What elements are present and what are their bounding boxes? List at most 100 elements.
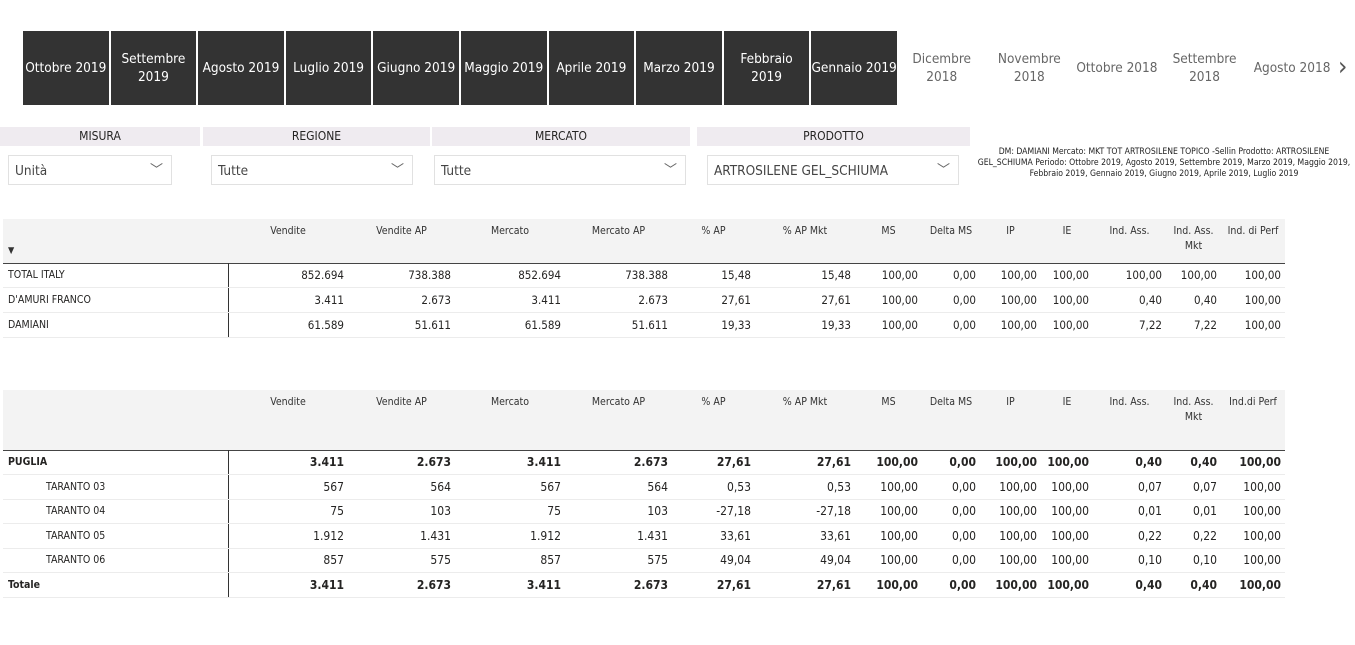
cell-value: 2.673 — [565, 572, 672, 598]
next-arrow-icon[interactable]: › — [1338, 52, 1348, 82]
cell-value: 103 — [348, 499, 455, 524]
cell-value: 27,61 — [755, 287, 855, 313]
column-header[interactable]: IP — [980, 219, 1041, 263]
column-header[interactable]: Ind. di Perf — [1221, 219, 1285, 263]
cell-value: 100,00 — [1041, 263, 1093, 289]
column-header[interactable]: Ind. Ass. — [1093, 219, 1166, 263]
cell-value: 100,00 — [980, 523, 1041, 549]
sort-icon[interactable]: ▼ — [8, 245, 15, 256]
period-button[interactable]: Aprile 2019 — [548, 31, 637, 105]
dropdown-value: Tutte — [441, 163, 472, 179]
cell-value: 19,33 — [672, 312, 755, 338]
column-header[interactable]: IP — [980, 390, 1041, 450]
period-button[interactable]: Dicembre 2018 — [899, 31, 987, 105]
cell-value: 2.673 — [348, 572, 455, 598]
period-button[interactable]: Febbraio 2019 — [723, 31, 812, 105]
table-row: TARANTO 06 857 575 857 575 49,04 49,04 100,00 0,… — [3, 548, 1285, 573]
cell-value: 7,22 — [1166, 312, 1221, 338]
cell-value: 100,00 — [1166, 263, 1221, 289]
cell-value: 100,00 — [1221, 499, 1285, 524]
cell-value: 0,00 — [922, 450, 980, 475]
cell-value: 100,00 — [1221, 474, 1285, 500]
column-header[interactable]: % AP Mkt — [755, 219, 855, 263]
column-header[interactable]: Vendite — [228, 390, 348, 450]
cell-value: 15,48 — [755, 263, 855, 289]
cell-value: 51.611 — [348, 312, 455, 338]
row-label: PUGLIA — [3, 450, 229, 475]
cell-value: 27,61 — [755, 450, 855, 475]
period-button[interactable]: Gennaio 2019 — [811, 31, 899, 105]
period-button[interactable]: Ottobre 2019 — [23, 31, 111, 105]
cell-value: 0,40 — [1093, 287, 1166, 313]
column-header[interactable]: MS — [855, 390, 922, 450]
period-button[interactable]: Marzo 2019 — [636, 31, 724, 105]
filter-dropdown-misura[interactable]: Unità ﹀ — [8, 155, 172, 185]
column-header[interactable]: Mercato AP — [565, 390, 672, 450]
period-button[interactable]: Agosto 2018 — [1249, 31, 1337, 105]
row-label: TOTAL ITALY — [3, 263, 229, 289]
column-header[interactable]: % AP Mkt — [755, 390, 855, 450]
column-header[interactable]: IE — [1041, 390, 1093, 450]
cell-value: 100,00 — [980, 263, 1041, 289]
cell-value: 3.411 — [455, 572, 565, 598]
cell-value: 3.411 — [228, 572, 348, 598]
column-header[interactable]: Delta MS — [922, 390, 980, 450]
cell-value: -27,18 — [672, 499, 755, 524]
cell-value: 100,00 — [855, 523, 922, 549]
column-header[interactable]: % AP — [672, 219, 755, 263]
period-button[interactable]: Luglio 2019 — [285, 31, 374, 105]
cell-value: 100,00 — [855, 499, 922, 524]
column-header[interactable]: IE — [1041, 219, 1093, 263]
column-header[interactable]: Mercato — [455, 390, 565, 450]
period-button[interactable]: Ottobre 2018 — [1074, 31, 1162, 105]
period-button[interactable]: Maggio 2019 — [460, 31, 549, 105]
summary-table: ▼ Vendite Vendite AP Mercato Mercato AP% AP%… — [3, 219, 1285, 338]
column-header[interactable]: Ind.di Perf — [1221, 390, 1285, 450]
column-header[interactable]: MS — [855, 219, 922, 263]
filter-dropdown-regione[interactable]: Tutte ﹀ — [211, 155, 413, 185]
cell-value: 100,00 — [980, 312, 1041, 338]
filter-label-misura: MISURA — [0, 127, 200, 146]
column-header[interactable]: Mercato — [455, 219, 565, 263]
header-row: Vendite Vendite AP Mercato Mercato AP% AP% … — [3, 390, 1285, 450]
cell-value: 100,00 — [855, 450, 922, 475]
cell-value: 100,00 — [1041, 499, 1093, 524]
cell-value: 852.694 — [228, 263, 348, 289]
column-header[interactable]: Vendite AP — [348, 390, 455, 450]
cell-value: 100,00 — [855, 312, 922, 338]
cell-value: 100,00 — [855, 548, 922, 573]
cell-value: 567 — [455, 474, 565, 500]
cell-value: 100,00 — [1041, 450, 1093, 475]
column-header[interactable]: Vendite — [228, 219, 348, 263]
period-button[interactable]: Novembre 2018 — [987, 31, 1075, 105]
cell-value: 3.411 — [228, 287, 348, 313]
cell-value: 100,00 — [1041, 287, 1093, 313]
column-header[interactable]: Ind. Ass. — [1093, 390, 1166, 450]
filter-dropdown-prodotto[interactable]: ARTROSILENE GEL_SCHIUMA ﹀ — [707, 155, 959, 185]
period-button[interactable]: Settembre 2018 — [1162, 31, 1250, 105]
cell-value: 3.411 — [228, 450, 348, 475]
period-button[interactable]: Giugno 2019 — [373, 31, 461, 105]
column-header[interactable]: Delta MS — [922, 219, 980, 263]
cell-value: 0,53 — [755, 474, 855, 500]
cell-value: 2.673 — [348, 287, 455, 313]
cell-value: 100,00 — [1221, 263, 1285, 289]
row-label: TARANTO 04 — [3, 499, 229, 524]
row-header-cell: ▼ — [3, 219, 228, 263]
filter-dropdown-mercato[interactable]: Tutte ﹀ — [434, 155, 686, 185]
cell-value: 564 — [565, 474, 672, 500]
column-header[interactable]: Vendite AP — [348, 219, 455, 263]
period-button[interactable]: Settembre 2019 — [110, 31, 199, 105]
cell-value: 27,61 — [672, 572, 755, 598]
period-button[interactable]: Agosto 2019 — [198, 31, 286, 105]
column-header[interactable]: Ind. Ass. Mkt — [1166, 219, 1221, 263]
column-header[interactable]: % AP — [672, 390, 755, 450]
column-header[interactable]: Mercato AP — [565, 219, 672, 263]
cell-value: 0,00 — [922, 548, 980, 573]
dropdown-value: Unità — [15, 163, 48, 179]
column-header[interactable]: Ind. Ass. Mkt — [1166, 390, 1221, 450]
cell-value: 3.411 — [455, 287, 565, 313]
cell-value: 33,61 — [755, 523, 855, 549]
cell-value: 3.411 — [455, 450, 565, 475]
cell-value: 0,00 — [922, 287, 980, 313]
